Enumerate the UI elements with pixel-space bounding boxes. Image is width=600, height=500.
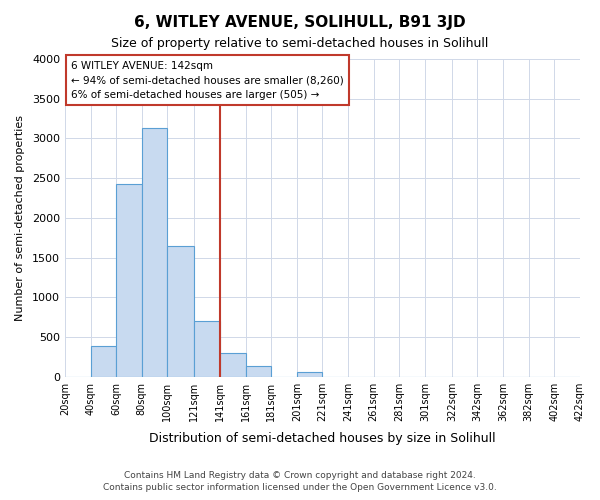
Text: Contains public sector information licensed under the Open Government Licence v3: Contains public sector information licen… <box>103 484 497 492</box>
Text: 6 WITLEY AVENUE: 142sqm
← 94% of semi-detached houses are smaller (8,260)
6% of : 6 WITLEY AVENUE: 142sqm ← 94% of semi-de… <box>71 60 344 100</box>
X-axis label: Distribution of semi-detached houses by size in Solihull: Distribution of semi-detached houses by … <box>149 432 496 445</box>
Bar <box>91 346 116 376</box>
Bar <box>297 372 322 376</box>
Text: Size of property relative to semi-detached houses in Solihull: Size of property relative to semi-detach… <box>112 38 488 51</box>
Bar <box>194 321 220 376</box>
Bar <box>220 353 245 376</box>
Bar <box>116 184 142 376</box>
Y-axis label: Number of semi-detached properties: Number of semi-detached properties <box>15 115 25 321</box>
Text: 6, WITLEY AVENUE, SOLIHULL, B91 3JD: 6, WITLEY AVENUE, SOLIHULL, B91 3JD <box>134 15 466 30</box>
Bar <box>142 128 167 376</box>
Bar <box>245 366 271 376</box>
Text: Contains HM Land Registry data © Crown copyright and database right 2024.: Contains HM Land Registry data © Crown c… <box>124 471 476 480</box>
Bar <box>167 246 194 376</box>
